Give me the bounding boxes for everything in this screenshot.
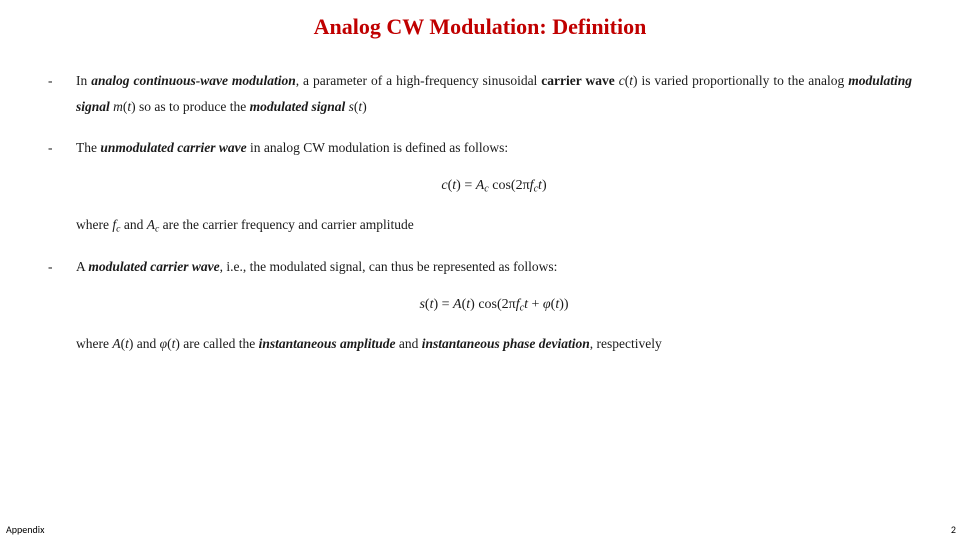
bullet-3-text: A modulated carrier wave, i.e., the modu… xyxy=(76,254,912,356)
equation-modulated: s(t) = A(t) cos(2πfct + φ(t)) xyxy=(76,292,912,319)
bullet-3: - A modulated carrier wave, i.e., the mo… xyxy=(48,254,912,356)
text: , respectively xyxy=(590,336,662,351)
bullet-dash: - xyxy=(48,68,76,119)
term-carrier-wave: carrier wave xyxy=(541,73,614,88)
text: is varied proportionally to the analog xyxy=(637,73,848,88)
text: are called the xyxy=(180,336,259,351)
var-m: m xyxy=(113,99,123,114)
var-phi: φ xyxy=(160,336,167,351)
var-t: t xyxy=(125,336,129,351)
var-t: t xyxy=(172,336,176,351)
text: and xyxy=(133,336,159,351)
bullet-2-text: The unmodulated carrier wave in analog C… xyxy=(76,135,912,238)
text: The xyxy=(76,140,100,155)
term-modulated-signal: modulated signal xyxy=(250,99,346,114)
bullet-1-text: In analog continuous-wave modulation, a … xyxy=(76,68,912,119)
var-t: t xyxy=(629,73,633,88)
var-s: s xyxy=(349,99,354,114)
text: so as to produce the xyxy=(136,99,250,114)
text: and xyxy=(120,217,146,232)
var-t: t xyxy=(358,99,362,114)
term-unmodulated-carrier-wave: unmodulated carrier wave xyxy=(100,140,246,155)
bullet-dash: - xyxy=(48,135,76,238)
text: where xyxy=(76,217,112,232)
var-A: A xyxy=(112,336,120,351)
term-instantaneous-amplitude: instantaneous amplitude xyxy=(259,336,396,351)
text: A xyxy=(76,259,88,274)
term-modulated-carrier-wave: modulated carrier wave xyxy=(88,259,219,274)
text: where xyxy=(76,336,112,351)
bullet-2: - The unmodulated carrier wave in analog… xyxy=(48,135,912,238)
term-analog-cw-modulation: analog continuous-wave modulation xyxy=(91,73,295,88)
bullet-list: - In analog continuous-wave modulation, … xyxy=(48,68,912,356)
footer-page-number: 2 xyxy=(951,523,956,536)
bullet-dash: - xyxy=(48,254,76,356)
equation-carrier: c(t) = Ac cos(2πfct) xyxy=(76,173,912,200)
slide-title: Analog CW Modulation: Definition xyxy=(48,14,912,40)
var-Ac: A xyxy=(147,217,155,232)
term-instantaneous-phase-deviation: instantaneous phase deviation xyxy=(422,336,590,351)
text: , a parameter of a high-frequency sinuso… xyxy=(296,73,542,88)
footer-section-label: Appendix xyxy=(6,523,44,536)
text: are the carrier frequency and carrier am… xyxy=(159,217,413,232)
bullet-1: - In analog continuous-wave modulation, … xyxy=(48,68,912,119)
var-t: t xyxy=(127,99,131,114)
var-c: c xyxy=(619,73,625,88)
text: , i.e., the modulated signal, can thus b… xyxy=(220,259,558,274)
slide: Analog CW Modulation: Definition - In an… xyxy=(0,0,960,540)
text: In xyxy=(76,73,91,88)
text: in analog CW modulation is defined as fo… xyxy=(247,140,508,155)
text: and xyxy=(395,336,421,351)
